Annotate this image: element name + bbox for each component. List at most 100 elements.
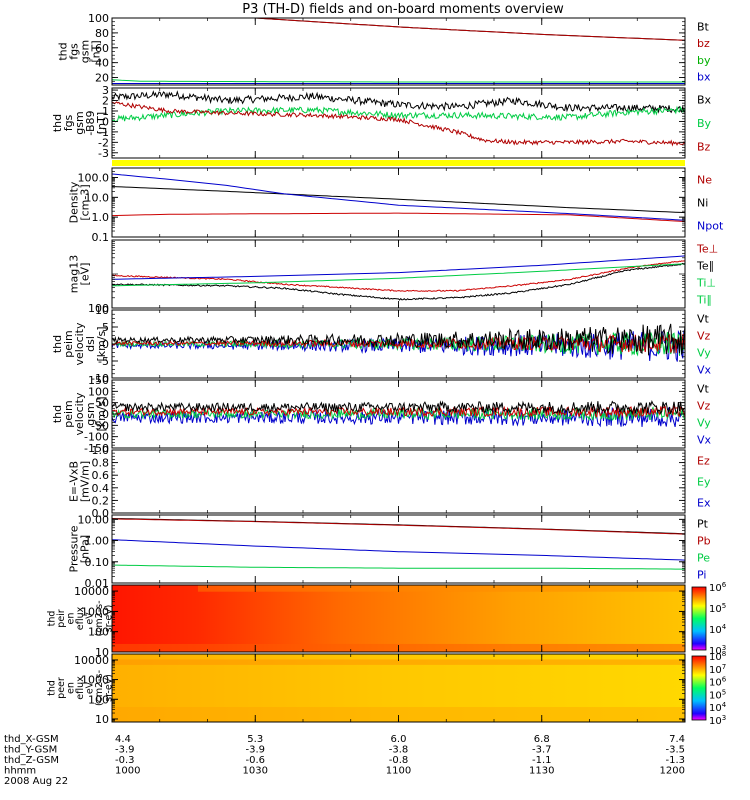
x-tick-value: -3.8 [389,745,409,756]
y-axis-label: thdpeerenefluxeV(cm2-s-sr-eV) [47,670,115,706]
y-tick-label: 100 [88,385,109,398]
y-tick-label: -10 [91,372,109,385]
legend-label-bx: bx [697,71,711,84]
peer-spectrogram [112,654,685,722]
y-tick-label: 2 [102,95,109,108]
y-tick-label: 3 [102,84,109,97]
legend-label-Vy: Vy [697,417,711,430]
y-tick-label: 80 [95,27,109,40]
x-tick-value: 6.0 [391,734,407,745]
y-tick-label: 100 [88,302,109,315]
y-tick-label: 1000 [81,674,109,687]
peir-band-high [197,585,685,592]
y-tick-label: 10 [95,646,109,659]
legend-label-Ne: Ne [697,174,712,187]
y-tick-label: 0 [102,338,109,351]
series-pressure-Pb [112,518,685,535]
panel-fgs: 20 40 60 80 100 thdfgsgsm[nT] Bt bz by bx [57,12,711,86]
colorbar-tick-label: 108 [709,650,726,663]
legend-label-Vt: Vt [697,313,710,326]
legend-label-Pt: Pt [697,518,709,531]
x-tick-value: 1200 [660,766,685,777]
series-pressure-Pi [112,539,685,561]
series-peim-velocity-dsl-Vz [112,332,685,354]
legend-label-Bt: Bt [697,20,710,33]
series-temperature-Te∥ [112,262,685,301]
x-tick-value: -0.8 [389,755,409,766]
y-tick-label: 10000 [74,654,109,667]
series-density-Ne [112,212,685,223]
y-tick-label: -50 [91,419,109,432]
series-fgs-dbg-Bz [112,101,685,147]
y-axis-label: thdpeimvelocitygsm[km/s] [51,392,108,435]
y-tick-label: 0.4 [92,482,110,495]
peer-band-high [112,659,685,665]
x-tick-value: 5.3 [247,734,263,745]
y-tick-label: -1 [98,126,109,139]
x-tick-value: -1.3 [665,755,685,766]
y-tick-label: -3 [98,147,109,160]
y-tick-label: 1 [102,105,109,118]
x-tick-value: 4.4 [115,734,131,745]
panel-temperature: 100 mag13[eV] Te⊥ Te∥ Ti⊥ Ti∥ [68,239,718,315]
y-tick-label: 1.0 [92,211,110,224]
peir-colorbar [691,586,707,651]
x-tick-value: 6.8 [534,734,550,745]
y-tick-label: -5 [98,355,109,368]
colorbar-tick-label: 107 [709,663,726,676]
x-tick-value: -0.6 [245,755,265,766]
y-axis-label: thdpeirenefluxeV(cm2-s-sr-eV) [47,600,115,636]
y-tick-label: 100 [88,626,109,639]
legend-label-Npot: Npot [697,220,724,233]
y-tick-label: 0.1 [92,231,110,244]
panel-peir: 10310410510610100100010000thdpeireneflux… [47,581,727,659]
y-axis-label: thdfgsgsm[nT] [57,40,103,63]
y-tick-label: 50 [95,397,109,410]
y-tick-label: 150 [88,374,109,387]
figure-title: P3 (TH-D) fields and on-board moments ov… [242,2,564,17]
legend-label-By: By [697,117,712,130]
y-tick-label: 5 [102,321,109,334]
legend-label-Pb: Pb [697,535,711,548]
y-tick-label: 60 [95,42,109,55]
y-tick-label: 100 [88,12,109,25]
legend-label-Ey: Ey [697,476,711,489]
legend-label-by: by [697,54,711,67]
panel-frame [111,17,686,86]
legend-label-Vz: Vz [697,330,711,343]
series-fgs-dbg-Bx [112,90,685,114]
y-tick-label: 0.0 [92,507,110,520]
legend-label-Pi: Pi [697,569,706,582]
x-tick-value: 1100 [386,766,411,777]
x-row-label: thd_X-GSM [4,734,59,745]
series-peim-velocity-gsm-Vz [112,405,685,419]
x-tick-value: -3.9 [245,745,265,756]
legend-label-Bz: Bz [697,140,711,153]
colorbar-tick-label: 105 [709,602,726,615]
panel-frame [111,167,686,238]
y-axis-label: thdfgsgsm-B89[nT] [51,110,108,135]
y-tick-label: 0 [102,115,109,128]
y-tick-label: 1000 [81,605,109,618]
legend-label-Te∥: Te∥ [696,260,714,273]
series-pressure-Pe [112,564,685,570]
x-row-label: thd_Y-GSM [4,745,57,756]
y-axis-label: E=-VxB[mV/m] [68,461,92,502]
peer-colorbar [691,655,707,721]
series-peim-velocity-gsm-Vt [112,400,685,416]
series-peim-velocity-dsl-Vt [112,323,685,356]
legend-label-Pe: Pe [697,552,710,565]
peir-spectrogram [112,585,685,652]
colorbar-tick-label: 103 [709,714,726,727]
x-tick-value: -3.9 [115,745,135,756]
legend-label-Ez: Ez [697,455,710,468]
series-temperature-Ti∥ [112,263,685,287]
x-tick-value: 1130 [529,766,554,777]
y-axis-label: Density[cm-3] [68,181,92,223]
colorbar-tick-label: 104 [709,623,727,636]
